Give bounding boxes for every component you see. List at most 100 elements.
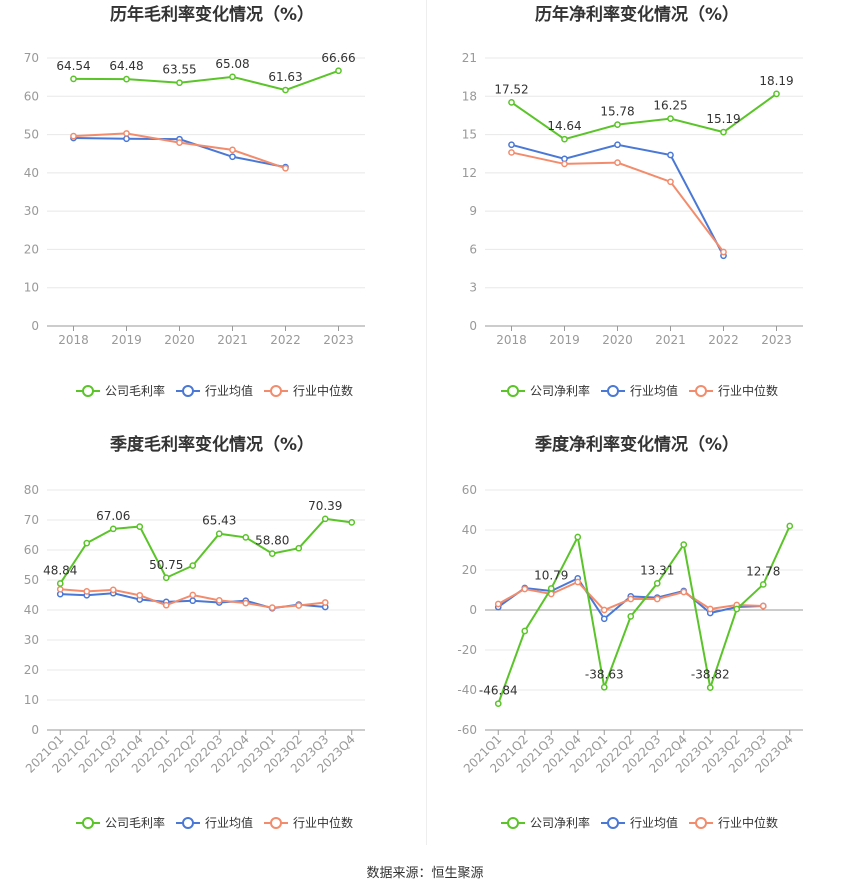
data-label: 70.39 — [308, 499, 342, 513]
data-point — [70, 132, 77, 140]
chart-svg-annual-gross: 历年毛利率变化情况（%） 0 10 20 30 40 50 60 70 2018 2019 2020 2… — [24, 4, 365, 398]
data-point — [706, 684, 714, 691]
data-point — [614, 121, 621, 128]
data-label: 50.75 — [149, 558, 183, 572]
data-label: 16.25 — [653, 99, 687, 113]
data-label: 15.78 — [600, 105, 634, 119]
legend-item: 行业均值 — [176, 383, 253, 398]
x-tick-label: 2020 — [602, 333, 633, 347]
data-point — [321, 599, 329, 606]
y-tick-label: 9 — [469, 204, 477, 218]
data-point — [759, 581, 767, 588]
legend-label: 行业均值 — [630, 383, 678, 398]
y-tick-label: 30 — [24, 633, 39, 647]
data-label: 67.06 — [96, 509, 130, 523]
data-label: 14.64 — [547, 119, 581, 133]
legend-label: 公司毛利率 — [105, 815, 165, 830]
legend-item: 行业中位数 — [689, 383, 778, 398]
data-point — [627, 613, 635, 620]
data-point — [653, 580, 661, 587]
data-label: 17.52 — [494, 82, 528, 96]
data-point — [680, 588, 688, 596]
data-point — [83, 539, 91, 547]
data-label: 64.54 — [56, 59, 90, 73]
y-tick-label: 60 — [462, 483, 477, 497]
y-tick-label: 20 — [24, 242, 39, 256]
chart-title: 季度净利率变化情况（%） — [535, 434, 739, 455]
data-label: -38.82 — [691, 668, 730, 682]
y-tick-label: 0 — [469, 603, 477, 617]
data-point — [162, 601, 170, 609]
data-point — [162, 574, 170, 582]
data-point — [295, 602, 303, 609]
legend-swatch-marker — [82, 817, 94, 829]
data-point — [123, 135, 130, 143]
chart-panel-quarterly-gross: 季度毛利率变化情况（%） 0 10 20 30 40 50 60 70 80 2021Q1 2021Q… — [0, 430, 425, 860]
data-point — [136, 591, 144, 599]
data-point — [348, 519, 356, 526]
data-point — [521, 585, 529, 593]
data-point — [733, 605, 741, 613]
y-tick-label: 10 — [24, 281, 39, 295]
y-tick-label: 50 — [24, 573, 39, 587]
data-point — [653, 595, 661, 603]
chart-panel-annual-gross: 历年毛利率变化情况（%） 0 10 20 30 40 50 60 70 2018 2019 2020 2… — [0, 0, 425, 430]
data-point — [706, 605, 714, 613]
legend-item: 行业均值 — [176, 815, 253, 830]
series-line — [511, 151, 725, 253]
legend-label: 行业均值 — [630, 815, 678, 830]
panel-divider — [426, 0, 427, 845]
legend-swatch-marker — [695, 817, 707, 829]
legend-label: 公司毛利率 — [105, 383, 165, 398]
x-tick-label: 2018 — [496, 333, 527, 347]
data-label: 13.31 — [640, 563, 674, 577]
legend-swatch-marker — [270, 817, 282, 829]
y-tick-label: 50 — [24, 128, 39, 142]
data-point — [189, 597, 197, 605]
legend-swatch-marker — [182, 385, 194, 397]
y-tick-label: 0 — [31, 319, 39, 333]
x-tick-label: 2022 — [270, 333, 301, 347]
legend-item: 公司毛利率 — [76, 815, 165, 830]
data-point — [109, 586, 117, 594]
legend-item: 公司净利率 — [501, 815, 590, 830]
data-point — [229, 73, 236, 81]
data-point — [335, 67, 342, 75]
y-tick-label: 20 — [24, 663, 39, 677]
data-point — [627, 595, 635, 603]
chart-title: 历年净利率变化情况（%） — [535, 4, 739, 25]
data-label: -46.84 — [479, 684, 518, 698]
data-point — [680, 541, 688, 548]
data-label: 65.08 — [215, 57, 249, 71]
data-point — [295, 544, 303, 552]
data-point — [229, 146, 236, 154]
data-label: 12.78 — [746, 564, 780, 578]
data-label: 61.63 — [268, 70, 302, 84]
data-point — [123, 130, 130, 137]
data-point — [176, 79, 183, 87]
data-point — [667, 115, 674, 122]
x-tick-label: 2019 — [111, 333, 142, 347]
data-point — [720, 128, 727, 136]
chart-title: 季度毛利率变化情况（%） — [110, 434, 314, 455]
data-label: 15.19 — [706, 112, 740, 126]
y-tick-label: 80 — [24, 483, 39, 497]
data-point — [600, 606, 608, 614]
data-point — [667, 151, 674, 159]
chart-title: 历年毛利率变化情况（%） — [110, 4, 314, 25]
y-tick-label: -60 — [457, 723, 477, 737]
legend-swatch-marker — [607, 385, 619, 397]
data-label: 58.80 — [255, 534, 289, 548]
chart-panel-quarterly-net: 季度净利率变化情况（%） -60 -40 -20 0 20 40 60 2021Q1 2021Q2… — [425, 430, 850, 860]
data-point — [773, 90, 780, 98]
data-label: 64.48 — [109, 59, 143, 73]
legend-label: 公司净利率 — [530, 815, 590, 830]
data-point — [508, 99, 515, 106]
legend-item: 公司毛利率 — [76, 383, 165, 398]
legend-swatch-marker — [695, 385, 707, 397]
legend-label: 行业均值 — [205, 383, 253, 398]
data-point — [600, 683, 608, 691]
y-tick-label: 15 — [462, 128, 477, 142]
y-tick-label: 18 — [462, 89, 477, 103]
data-point — [561, 135, 568, 143]
